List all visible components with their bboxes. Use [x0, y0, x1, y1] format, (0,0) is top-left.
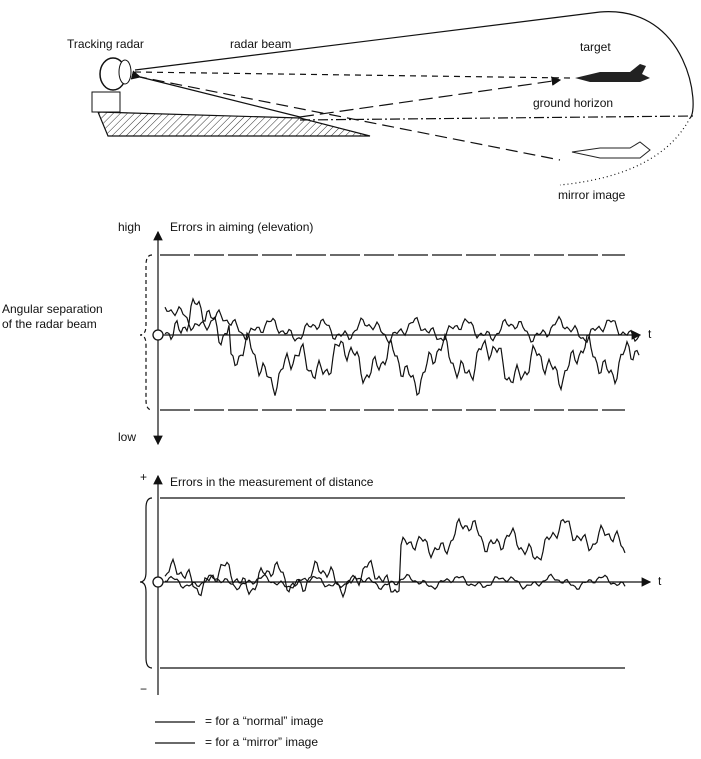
direct-path: [135, 72, 570, 78]
brace: [140, 255, 152, 410]
plot-title: Errors in the measurement of distance: [170, 475, 374, 489]
trace-normal: [165, 307, 639, 344]
label: mirror image: [558, 188, 626, 202]
label: radar beam: [230, 37, 291, 51]
label: target: [580, 40, 611, 54]
figure: Tracking radar radar beam target ground …: [0, 0, 701, 759]
label: t: [658, 574, 662, 588]
legend-label: = for a “mirror” image: [205, 735, 318, 749]
trace-mirror: [165, 299, 639, 396]
plot-title: Errors in aiming (elevation): [170, 220, 313, 234]
reflected-path-1: [140, 77, 300, 117]
elevation-plot: high Errors in aiming (elevation) Angula…: [2, 220, 652, 444]
label: of the radar beam: [2, 317, 97, 331]
origin: [153, 577, 163, 587]
target-jet: [575, 64, 650, 82]
label: −: [140, 682, 147, 696]
label: Angular separation: [2, 302, 103, 316]
brace: [140, 498, 152, 668]
scene: Tracking radar radar beam target ground …: [67, 12, 695, 203]
label: ground horizon: [533, 96, 613, 110]
label: low: [118, 430, 136, 444]
label: t: [648, 327, 652, 341]
legend: = for a “normal” image = for a “mirror” …: [155, 714, 324, 749]
legend-label: = for a “normal” image: [205, 714, 324, 728]
radar-base: [92, 92, 120, 112]
radar-reflector: [119, 60, 131, 84]
label: +: [140, 470, 147, 484]
ship: [98, 112, 370, 136]
horizon-line: [300, 116, 695, 120]
distance-plot: + Errors in the measurement of distance …: [140, 470, 662, 696]
origin: [153, 330, 163, 340]
mirror-jet: [572, 142, 650, 158]
reflected-path-2: [300, 80, 560, 117]
label: high: [118, 220, 141, 234]
label: Tracking radar: [67, 37, 144, 51]
